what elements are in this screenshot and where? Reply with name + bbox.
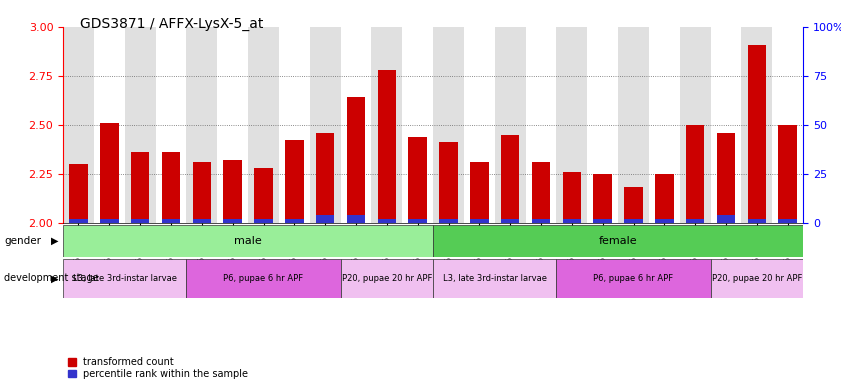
Bar	[341, 259, 433, 298]
Bar	[131, 152, 150, 223]
Bar	[563, 219, 581, 223]
Bar	[156, 27, 187, 223]
Bar	[279, 27, 309, 223]
Bar	[254, 168, 272, 223]
Bar	[618, 27, 649, 223]
Bar	[378, 70, 396, 223]
Bar	[717, 132, 735, 223]
Text: P20, pupae 20 hr APF: P20, pupae 20 hr APF	[711, 274, 802, 283]
Bar	[779, 219, 797, 223]
Bar	[94, 27, 124, 223]
Bar	[433, 27, 464, 223]
Bar	[557, 259, 711, 298]
Bar	[717, 215, 735, 223]
Text: male: male	[235, 236, 262, 246]
Bar	[124, 27, 156, 223]
Text: GDS3871 / AFFX-LysX-5_at: GDS3871 / AFFX-LysX-5_at	[80, 17, 263, 31]
Bar	[372, 27, 402, 223]
Bar	[563, 172, 581, 223]
Bar	[69, 164, 87, 223]
Bar	[680, 27, 711, 223]
Bar	[470, 162, 489, 223]
Bar	[532, 219, 550, 223]
Bar	[316, 132, 335, 223]
Bar	[624, 187, 643, 223]
Bar	[224, 160, 242, 223]
Bar	[69, 219, 87, 223]
Bar	[649, 27, 680, 223]
Bar	[495, 27, 526, 223]
Bar	[624, 219, 643, 223]
Bar	[346, 215, 365, 223]
Bar	[224, 219, 242, 223]
Bar	[217, 27, 248, 223]
Bar	[470, 219, 489, 223]
Bar	[161, 219, 180, 223]
Bar	[655, 219, 674, 223]
Bar	[248, 27, 279, 223]
Bar	[63, 225, 433, 257]
Bar	[594, 174, 612, 223]
Text: P20, pupae 20 hr APF: P20, pupae 20 hr APF	[341, 274, 432, 283]
Bar	[686, 219, 705, 223]
Bar	[161, 152, 180, 223]
Bar	[316, 215, 335, 223]
Bar	[309, 27, 341, 223]
Text: P6, pupae 6 hr APF: P6, pupae 6 hr APF	[224, 274, 304, 283]
Bar	[285, 219, 304, 223]
Text: L3, late 3rd-instar larvae: L3, late 3rd-instar larvae	[443, 274, 547, 283]
Bar	[193, 162, 211, 223]
Text: development stage: development stage	[4, 273, 99, 283]
Bar	[346, 98, 365, 223]
Bar	[378, 219, 396, 223]
Bar	[742, 27, 772, 223]
Bar	[439, 219, 458, 223]
Bar	[409, 219, 427, 223]
Bar	[557, 27, 587, 223]
Text: ▶: ▶	[51, 273, 58, 283]
Bar	[439, 142, 458, 223]
Bar	[526, 27, 557, 223]
Bar	[100, 123, 119, 223]
Bar	[686, 125, 705, 223]
Bar	[464, 27, 495, 223]
Bar	[409, 137, 427, 223]
Bar	[772, 27, 803, 223]
Text: female: female	[599, 236, 637, 246]
Bar	[711, 259, 803, 298]
Bar	[63, 27, 94, 223]
Bar	[748, 45, 766, 223]
Bar	[587, 27, 618, 223]
Bar	[341, 27, 372, 223]
Bar	[131, 219, 150, 223]
Bar	[594, 219, 612, 223]
Bar	[254, 219, 272, 223]
Text: P6, pupae 6 hr APF: P6, pupae 6 hr APF	[594, 274, 674, 283]
Bar	[187, 259, 341, 298]
Bar	[532, 162, 550, 223]
Text: ▶: ▶	[51, 236, 58, 246]
Bar	[501, 219, 520, 223]
Bar	[779, 125, 797, 223]
Bar	[655, 174, 674, 223]
Bar	[402, 27, 433, 223]
Bar	[433, 225, 803, 257]
Legend: transformed count, percentile rank within the sample: transformed count, percentile rank withi…	[68, 357, 248, 379]
Bar	[433, 259, 557, 298]
Bar	[193, 219, 211, 223]
Text: L3, late 3rd-instar larvae: L3, late 3rd-instar larvae	[73, 274, 177, 283]
Bar	[63, 259, 187, 298]
Bar	[748, 219, 766, 223]
Bar	[501, 134, 520, 223]
Bar	[100, 219, 119, 223]
Text: gender: gender	[4, 236, 41, 246]
Bar	[187, 27, 217, 223]
Bar	[711, 27, 742, 223]
Bar	[285, 141, 304, 223]
